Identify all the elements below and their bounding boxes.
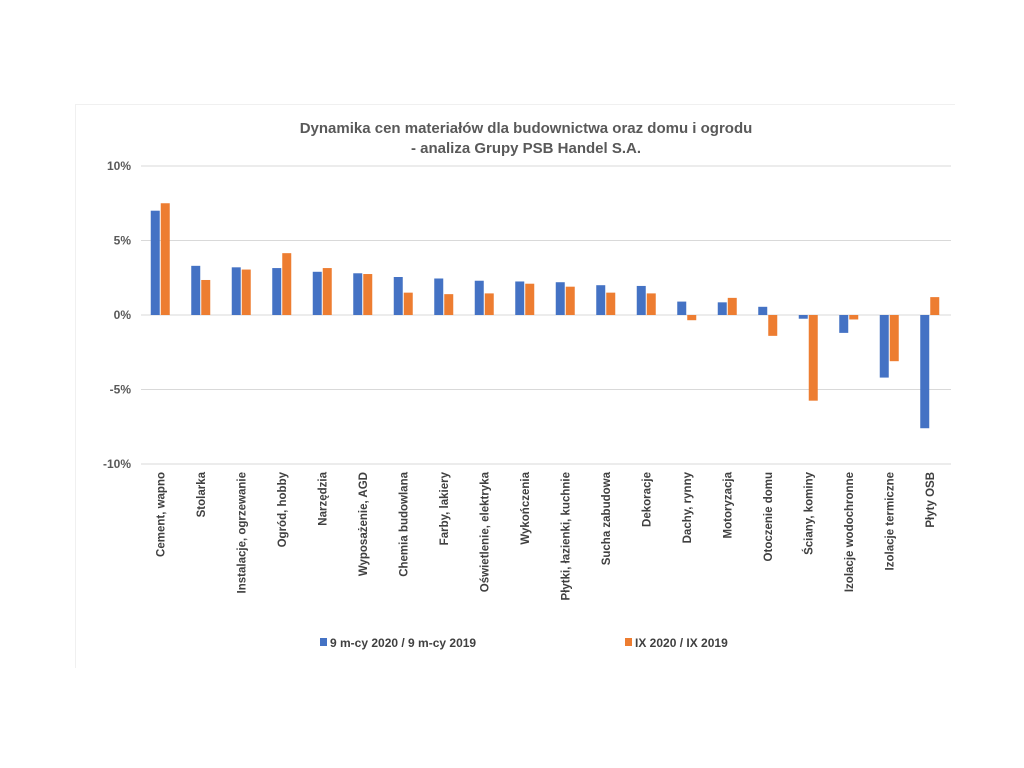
bar-series-1 [717,302,727,315]
legend-label: IX 2020 / IX 2019 [635,636,728,650]
bar-series-1 [393,277,403,315]
bar-series-2 [606,292,616,315]
bar-series-2 [241,269,251,315]
x-tick-label: Stolarka [196,471,208,517]
chart-title-line: Dynamika cen materiałów dla budownictwa … [300,120,753,137]
legend: 9 m-cy 2020 / 9 m-cy 2019 IX 2020 / IX 20… [320,636,728,650]
legend-label: 9 m-cy 2020 / 9 m-cy 2019 [330,636,476,650]
bar-series-2 [282,253,292,315]
x-tick-label: Oświetlenie, elektryka [479,471,491,592]
y-tick-label: 10% [107,159,131,173]
bar-series-1 [920,315,930,429]
bar-series-1 [596,285,606,315]
bar-series-1 [839,315,849,333]
bar-series-2 [646,293,656,315]
bar-series-2 [363,274,373,315]
legend-swatch [320,638,327,646]
x-tick-label: Farby, lakiery [439,471,451,545]
bar-series-1 [879,315,889,378]
bar-series-2 [849,315,859,320]
bar-series-2 [444,294,454,315]
bar-series-1 [555,282,565,315]
bar-series-2 [403,292,413,315]
x-tick-label: Instalacje, ogrzewanie [236,472,248,593]
x-tick-label: Płyty OSB [925,472,937,528]
bar-series-2 [525,283,535,315]
bar-series-2 [687,315,697,321]
bar-series-1 [312,271,322,315]
bar-series-2 [808,315,818,401]
gridlines [141,165,951,465]
bar-series-2 [727,297,737,315]
bar-series-1 [191,265,201,315]
bar-series-1 [231,267,241,315]
legend-swatch [625,638,632,646]
bar-series-1 [474,280,484,315]
bars [150,203,940,429]
x-tick-label: Cement, wapno [155,472,167,557]
y-tick-label: 0% [114,308,132,322]
bar-series-2 [565,286,575,315]
bar-series-1 [150,210,160,315]
chart-area: Dynamika cen materiałów dla budownictwa … [75,104,955,668]
bar-series-2 [889,315,899,362]
x-axis-ticks: Cement, wapno Stolarka Instalacje, ogrzewa… [155,471,937,600]
y-tick-label: -10% [103,457,131,471]
bar-series-1 [636,285,646,315]
bar-series-2 [484,293,494,315]
bar-series-2 [768,315,778,336]
y-tick-label: -5% [110,383,132,397]
x-tick-label: Dekoracje [641,472,653,527]
x-tick-label: Izolacje wodochronne [844,472,856,592]
x-tick-label: Wyposażenie, AGD [358,472,370,576]
x-tick-label: Motoryzacja [722,471,734,538]
x-tick-label: Otoczenie domu [763,472,775,561]
bar-series-1 [272,268,282,315]
chart-title: Dynamika cen materiałów dla budownictwa … [300,120,753,157]
bar-series-1 [798,315,808,319]
bar-series-1 [515,281,525,315]
x-tick-label: Ściany, kominy [802,471,815,554]
bar-chart: Dynamika cen materiałów dla budownictwa … [103,120,951,650]
bar-series-2 [322,268,332,315]
x-tick-label: Izolacje termiczne [884,472,896,570]
x-tick-label: Płytki, łazienki, kuchnie [560,472,572,600]
bar-series-2 [930,297,940,315]
bar-series-2 [160,203,170,315]
bar-series-1 [677,301,687,315]
x-tick-label: Wykończenia [520,471,532,544]
bar-series-1 [353,273,363,315]
bar-series-1 [434,278,444,315]
x-tick-label: Sucha zabudowa [601,471,613,565]
chart-title-line: - analiza Grupy PSB Handel S.A. [411,140,641,157]
y-axis-ticks: 10% 5% 0% -5% -10% [103,159,131,471]
x-tick-label: Dachy, rynny [682,471,694,543]
x-tick-label: Chemia budowlana [398,471,410,576]
bar-series-2 [201,279,211,315]
y-tick-label: 5% [114,234,132,248]
x-tick-label: Ogród, hobby [277,471,289,547]
x-tick-label: Narzędzia [317,471,329,525]
bar-series-1 [758,306,768,315]
